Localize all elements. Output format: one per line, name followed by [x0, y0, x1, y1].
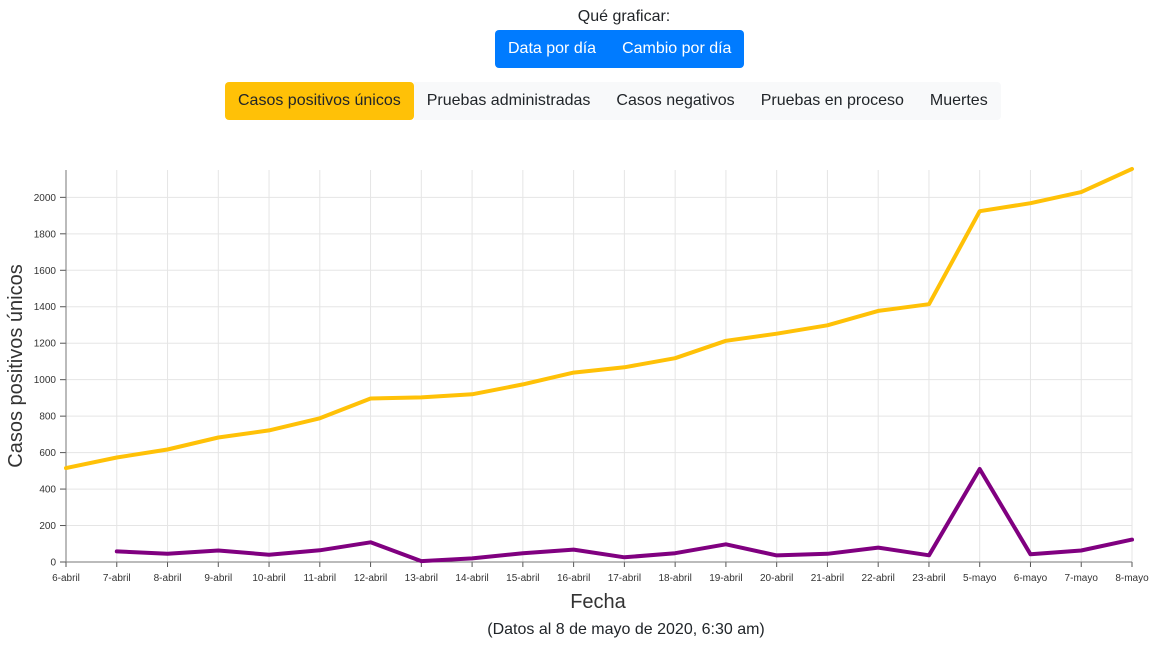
line-chart: 6-abril 7-abril 8-abril 9-abril 10-abril 11-a… [5, 166, 1149, 613]
x-axis-title: Fecha [570, 591, 626, 613]
chart-axes: 6-abril 7-abril 8-abril 9-abril 10-abril 11-a… [34, 170, 1149, 584]
y-tick-label: 600 [39, 448, 56, 459]
y-tick-label: 1200 [34, 339, 57, 350]
x-tick-label: 9-abril [204, 573, 232, 584]
mode-toggle-group: Data por día Cambio por día [495, 30, 745, 68]
x-tick-label: 21-abril [811, 573, 844, 584]
data-timestamp-caption: (Datos al 8 de mayo de 2020, 6:30 am) [487, 621, 765, 638]
x-tick-label: 6-mayo [1014, 573, 1048, 584]
x-tick-label: 20-abril [760, 573, 793, 584]
chart-series [64, 166, 1134, 564]
x-tick-label: 7-mayo [1065, 573, 1099, 584]
x-tick-label: 22-abril [862, 573, 895, 584]
x-tick-label: 7-abril [103, 573, 131, 584]
x-tick-label: 19-abril [709, 573, 742, 584]
x-tick-label: 23-abril [912, 573, 945, 584]
x-tick-label: 6-abril [52, 573, 80, 584]
y-tick-label: 2000 [34, 193, 57, 204]
y-tick-label: 200 [39, 521, 56, 532]
x-tick-label: 11-abril [304, 573, 337, 584]
y-tick-label: 1400 [34, 302, 57, 313]
y-tick-label: 800 [39, 412, 56, 423]
y-tick-label: 0 [50, 558, 56, 569]
x-tick-label: 16-abril [557, 573, 590, 584]
series-line-0 [64, 166, 1134, 471]
deaths-button[interactable]: Muertes [916, 82, 1001, 120]
y-tick-label: 400 [39, 485, 56, 496]
x-tick-label: 17-abril [608, 573, 641, 584]
x-tick-label: 8-abril [154, 573, 182, 584]
y-tick-label: 1000 [34, 375, 57, 386]
x-tick-label: 18-abril [658, 573, 691, 584]
x-tick-label: 15-abril [506, 573, 539, 584]
metric-toggle-group: Casos positivos únicos Pruebas administr… [225, 82, 1001, 120]
y-axis-title: Casos positivos únicos [5, 264, 27, 467]
tests-in-process-button[interactable]: Pruebas en proceso [747, 82, 917, 120]
tests-administered-button[interactable]: Pruebas administradas [413, 82, 604, 120]
unique-positive-cases-button[interactable]: Casos positivos únicos [225, 82, 414, 120]
x-tick-label: 5-mayo [963, 573, 997, 584]
data-per-day-button[interactable]: Data por día [495, 30, 610, 68]
y-tick-label: 1600 [34, 266, 57, 277]
change-per-day-button[interactable]: Cambio por día [609, 30, 745, 68]
x-tick-label: 8-mayo [1115, 573, 1149, 584]
x-tick-label: 12-abril [354, 573, 387, 584]
y-tick-label: 1800 [34, 229, 57, 240]
x-tick-label: 10-abril [252, 573, 285, 584]
x-tick-label: 13-abril [405, 573, 438, 584]
series-line-1 [114, 467, 1134, 564]
negative-cases-button[interactable]: Casos negativos [603, 82, 748, 120]
chart-selector-prompt: Qué graficar: [577, 8, 671, 25]
x-tick-label: 14-abril [455, 573, 488, 584]
